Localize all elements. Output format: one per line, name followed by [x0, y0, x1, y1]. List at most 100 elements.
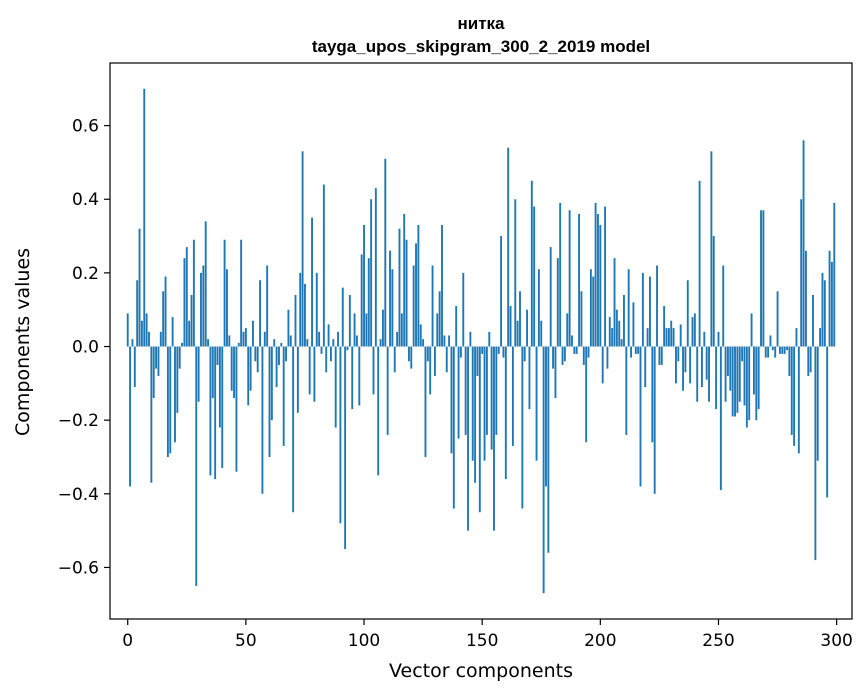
bar-189 — [573, 346, 576, 354]
bar-254 — [726, 346, 729, 376]
bar-123 — [417, 225, 420, 347]
bar-84 — [325, 346, 328, 373]
chart-title: нитка — [457, 14, 505, 33]
bar-17 — [166, 346, 169, 457]
bar-131 — [436, 313, 439, 347]
bar-10 — [150, 346, 153, 483]
bar-230 — [670, 320, 673, 347]
bar-135 — [445, 346, 448, 373]
bar-34 — [207, 339, 210, 347]
bar-29 — [195, 346, 198, 586]
bar-192 — [580, 291, 583, 347]
bar-41 — [223, 239, 226, 347]
x-tick-label: 200 — [584, 631, 616, 651]
bar-21 — [176, 346, 179, 413]
bar-215 — [634, 346, 637, 354]
bar-69 — [289, 335, 292, 347]
bar-25 — [185, 247, 188, 347]
bar-239 — [691, 317, 694, 347]
bar-186 — [566, 313, 569, 347]
bar-263 — [748, 346, 751, 421]
bar-188 — [571, 335, 573, 347]
bar-72 — [296, 346, 299, 413]
bar-89 — [337, 331, 339, 347]
bar-288 — [807, 346, 810, 376]
bar-185 — [563, 346, 566, 362]
bar-62 — [273, 339, 276, 347]
bar-65 — [280, 342, 283, 347]
bar-206 — [613, 258, 616, 347]
bar-154 — [490, 346, 493, 450]
bar-13 — [157, 346, 160, 376]
bar-225 — [658, 346, 661, 365]
bar-249 — [715, 346, 718, 410]
y-axis-ticks: −0.6 −0.4 −0.2 0.0 0.2 0.4 0.6 — [58, 117, 110, 578]
bar-94 — [348, 294, 351, 347]
x-tick-label: 50 — [235, 631, 257, 651]
bar-164 — [514, 199, 517, 347]
bar-series — [126, 88, 836, 594]
bar-243 — [701, 346, 703, 388]
bar-11 — [152, 346, 155, 399]
bar-16 — [164, 276, 167, 347]
bar-275 — [776, 291, 779, 347]
bar-194 — [585, 346, 588, 443]
bar-127 — [426, 346, 429, 362]
bar-213 — [630, 346, 632, 358]
bar-129 — [431, 265, 434, 347]
bar-20 — [174, 346, 176, 443]
bar-245 — [705, 346, 708, 380]
chart-title-group: нитка tayga_upos_skipgram_300_2_2019 mod… — [312, 14, 650, 56]
bar-265 — [752, 346, 755, 395]
bar-103 — [370, 199, 373, 347]
bar-0 — [126, 313, 129, 347]
x-axis-ticks: 0 50 100 150 200 250 300 — [122, 619, 853, 651]
bar-285 — [800, 199, 803, 347]
bar-219 — [644, 346, 647, 388]
bar-279 — [786, 346, 788, 351]
bar-58 — [263, 331, 266, 347]
bar-204 — [608, 317, 611, 347]
bar-291 — [814, 346, 817, 561]
bar-203 — [606, 346, 609, 369]
bar-177 — [545, 346, 547, 487]
plot-frame — [109, 62, 853, 620]
y-tick-label: −0.4 — [58, 485, 99, 505]
bar-274 — [774, 346, 777, 358]
bar-150 — [481, 346, 484, 354]
bar-256 — [731, 346, 734, 417]
bar-272 — [769, 335, 772, 347]
bar-167 — [521, 346, 524, 509]
bar-151 — [483, 346, 486, 461]
bar-96 — [353, 313, 356, 347]
bar-234 — [679, 324, 682, 347]
bar-128 — [429, 346, 432, 395]
bar-63 — [275, 346, 278, 388]
bar-207 — [615, 309, 618, 347]
bar-287 — [804, 250, 807, 347]
bar-255 — [729, 346, 732, 391]
bar-109 — [384, 158, 387, 347]
bar-88 — [334, 346, 337, 428]
bar-170 — [528, 346, 531, 410]
bar-120 — [410, 346, 413, 369]
y-tick-label: −0.2 — [58, 411, 99, 431]
bar-48 — [240, 239, 243, 347]
bar-66 — [282, 346, 285, 446]
x-tick-label: 300 — [820, 631, 852, 651]
bar-110 — [386, 346, 389, 435]
bar-75 — [304, 283, 306, 347]
bar-253 — [724, 346, 727, 402]
bar-166 — [519, 291, 521, 347]
bar-138 — [452, 346, 455, 509]
bar-24 — [183, 258, 186, 347]
bar-45 — [233, 346, 236, 399]
bar-199 — [597, 213, 599, 347]
bar-47 — [237, 342, 240, 347]
bar-91 — [341, 287, 344, 347]
bar-22 — [178, 346, 181, 369]
bar-242 — [698, 180, 701, 347]
bar-38 — [216, 346, 219, 365]
bar-83 — [322, 184, 325, 347]
bar-209 — [620, 339, 623, 347]
